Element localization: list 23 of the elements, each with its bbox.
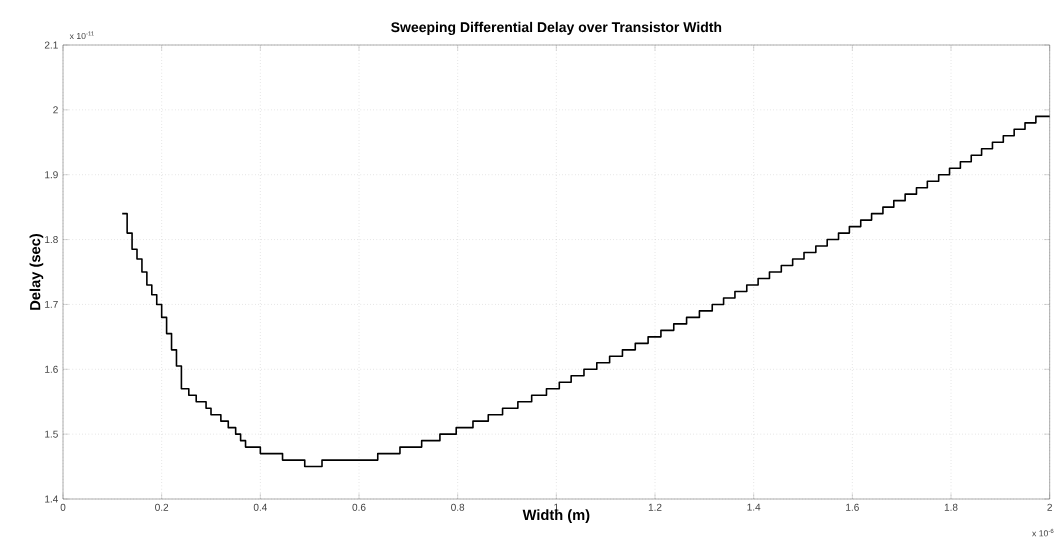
x-tick-label: 0.6 <box>352 503 366 511</box>
y-axis-title: Delay (sec) <box>29 234 44 310</box>
y-tick-label: 2 <box>53 106 58 114</box>
x-tick-label: 1.8 <box>944 503 958 511</box>
x-tick-label: 1.6 <box>846 503 859 511</box>
x-tick-label: 1.2 <box>648 503 662 511</box>
chart-title: Sweeping Differential Delay over Transistor Width <box>391 21 722 35</box>
y-tick-label: 1.9 <box>45 171 58 179</box>
y-tick-label: 1.4 <box>45 495 58 503</box>
y-tick-label: 1.8 <box>45 236 58 244</box>
x-tick-label: 0.4 <box>253 503 267 511</box>
y-tick-label: 1.7 <box>45 300 58 308</box>
y-tick-label: 1.6 <box>45 365 58 373</box>
x-tick-label: 2 <box>1047 503 1052 511</box>
x-tick-label: 1.4 <box>747 503 761 511</box>
x-tick-label: 0.8 <box>451 503 465 511</box>
y-tick-label: 2.1 <box>44 41 58 49</box>
x-tick-label: 0.2 <box>155 503 169 511</box>
y-tick-label: 1.5 <box>45 430 58 438</box>
text: x 10$^{-6}$ <box>1032 528 1054 537</box>
x-axis-title: Width (m) <box>522 509 590 523</box>
text: x 10$^{-11}$ <box>69 31 94 40</box>
x-tick-label: 0 <box>60 503 66 511</box>
